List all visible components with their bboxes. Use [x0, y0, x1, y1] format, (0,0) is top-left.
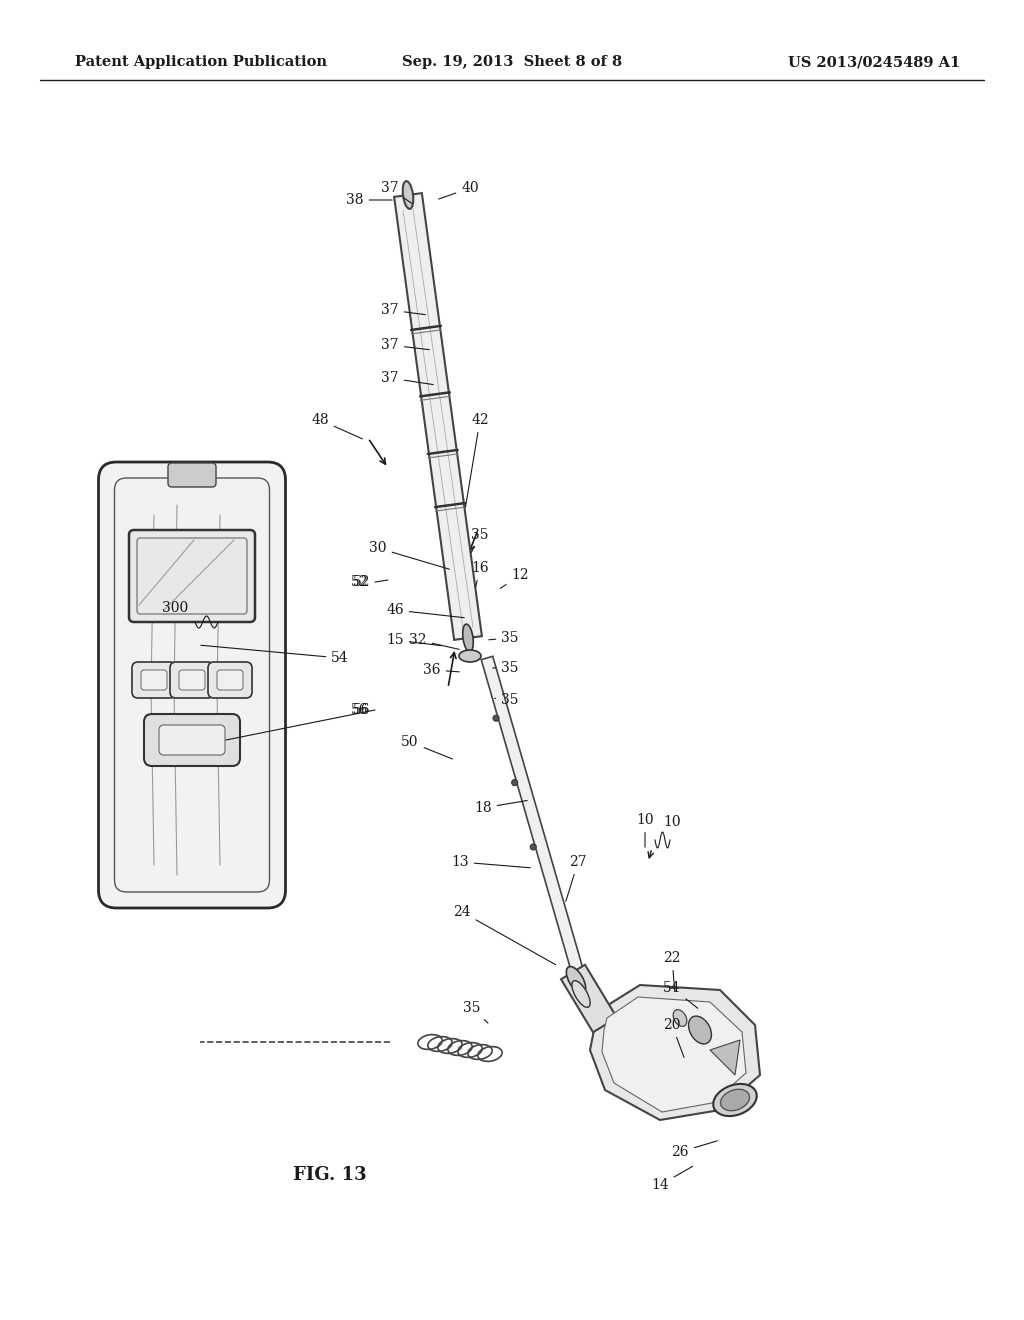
FancyBboxPatch shape: [159, 725, 225, 755]
Text: 54: 54: [201, 645, 349, 665]
Ellipse shape: [463, 624, 473, 652]
Text: 35: 35: [463, 1001, 488, 1023]
Text: 48: 48: [311, 413, 362, 438]
Text: 56: 56: [351, 704, 369, 717]
Text: 46: 46: [386, 603, 464, 618]
Text: 12: 12: [501, 568, 528, 589]
Ellipse shape: [459, 649, 481, 663]
Text: 36: 36: [423, 663, 459, 677]
Text: 35: 35: [495, 693, 519, 708]
Text: 37: 37: [381, 181, 412, 203]
FancyBboxPatch shape: [168, 463, 216, 487]
Circle shape: [512, 780, 518, 785]
Text: 35: 35: [493, 661, 519, 675]
Circle shape: [493, 715, 499, 721]
FancyBboxPatch shape: [129, 531, 255, 622]
Text: 30: 30: [370, 541, 450, 569]
FancyBboxPatch shape: [132, 663, 176, 698]
Text: 13: 13: [452, 855, 530, 869]
Polygon shape: [481, 656, 586, 982]
Text: 35: 35: [488, 631, 519, 645]
Polygon shape: [561, 965, 617, 1032]
Circle shape: [530, 843, 537, 850]
FancyBboxPatch shape: [208, 663, 252, 698]
Text: 37: 37: [381, 371, 433, 385]
Text: 38: 38: [346, 193, 392, 207]
Text: 56: 56: [353, 704, 371, 717]
Text: 52: 52: [353, 576, 371, 589]
Text: 26: 26: [672, 1140, 718, 1159]
Ellipse shape: [688, 1016, 712, 1044]
Text: 37: 37: [381, 304, 425, 317]
Text: Sep. 19, 2013  Sheet 8 of 8: Sep. 19, 2013 Sheet 8 of 8: [402, 55, 622, 69]
Polygon shape: [710, 1040, 740, 1074]
Text: FIG. 13: FIG. 13: [293, 1166, 367, 1184]
Text: 300: 300: [162, 601, 188, 615]
FancyBboxPatch shape: [170, 663, 214, 698]
Ellipse shape: [571, 981, 590, 1007]
FancyBboxPatch shape: [98, 462, 286, 908]
Ellipse shape: [673, 1010, 687, 1027]
Text: 32: 32: [410, 634, 460, 649]
Text: 27: 27: [566, 855, 587, 902]
Text: 16: 16: [471, 561, 488, 587]
Ellipse shape: [721, 1089, 750, 1110]
FancyBboxPatch shape: [144, 714, 240, 766]
Text: 24: 24: [454, 906, 556, 965]
Text: 42: 42: [466, 413, 488, 507]
Ellipse shape: [714, 1084, 757, 1115]
Text: Patent Application Publication: Patent Application Publication: [75, 55, 327, 69]
FancyBboxPatch shape: [141, 671, 167, 690]
Text: 50: 50: [401, 735, 453, 759]
Ellipse shape: [402, 181, 414, 209]
FancyBboxPatch shape: [217, 671, 243, 690]
Text: 22: 22: [664, 950, 681, 991]
Text: 10: 10: [664, 814, 681, 829]
Polygon shape: [602, 997, 746, 1111]
Text: 37: 37: [381, 338, 429, 352]
Text: 18: 18: [474, 800, 527, 814]
Text: 20: 20: [664, 1018, 684, 1057]
Text: 40: 40: [438, 181, 479, 199]
Text: 52: 52: [351, 576, 369, 589]
Polygon shape: [394, 193, 482, 640]
Polygon shape: [590, 985, 760, 1119]
Text: 10: 10: [636, 813, 653, 847]
Text: 15: 15: [386, 634, 441, 647]
Text: US 2013/0245489 A1: US 2013/0245489 A1: [787, 55, 961, 69]
Text: 54: 54: [664, 981, 697, 1008]
Text: 35: 35: [471, 528, 488, 553]
FancyBboxPatch shape: [179, 671, 205, 690]
Ellipse shape: [566, 966, 586, 994]
Text: 14: 14: [651, 1167, 692, 1192]
